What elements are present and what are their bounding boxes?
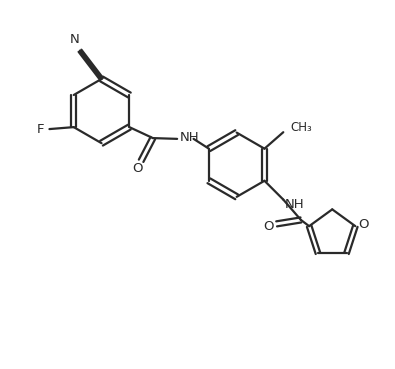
Text: NH: NH: [285, 198, 305, 211]
Text: O: O: [359, 218, 369, 231]
Text: N: N: [70, 33, 80, 46]
Text: O: O: [263, 221, 273, 234]
Text: CH₃: CH₃: [290, 121, 312, 134]
Text: NH: NH: [180, 131, 199, 144]
Text: F: F: [37, 123, 45, 135]
Text: O: O: [133, 162, 143, 175]
